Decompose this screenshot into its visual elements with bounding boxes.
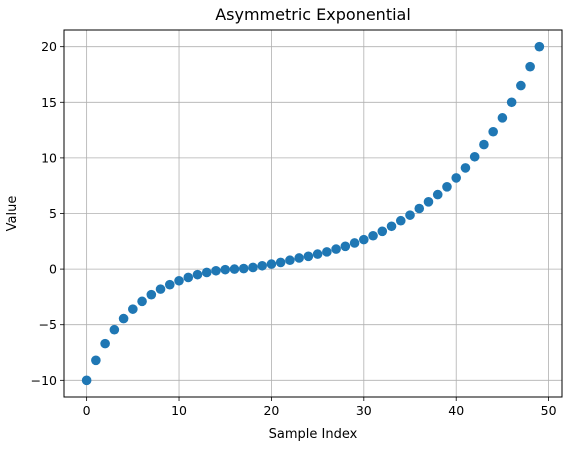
scatter-point xyxy=(275,257,286,268)
scatter-point xyxy=(312,249,323,259)
scatter-point xyxy=(359,234,369,245)
x-tick-label: 0 xyxy=(83,403,91,418)
y-tick-label: 0 xyxy=(49,262,57,277)
x-axis-label: Sample Index xyxy=(269,427,358,442)
scatter-point xyxy=(432,189,443,200)
scatter-point xyxy=(220,264,231,275)
scatter-point xyxy=(395,215,406,226)
scatter-point xyxy=(100,338,110,349)
scatter-point xyxy=(81,375,92,386)
data-points xyxy=(81,41,545,386)
scatter-point xyxy=(128,304,138,314)
scatter-point xyxy=(331,244,341,254)
scatter-point xyxy=(349,238,360,248)
x-tick-label: 40 xyxy=(448,403,464,418)
scatter-point xyxy=(322,247,332,257)
scatter-point xyxy=(368,230,378,241)
scatter-point xyxy=(340,241,351,252)
scatter-point xyxy=(201,267,212,278)
scatter-point xyxy=(497,113,508,123)
y-axis-label: Value xyxy=(5,196,20,232)
scatter-point xyxy=(174,275,184,286)
scatter-point xyxy=(377,226,388,237)
scatter-point xyxy=(386,221,397,232)
y-tick-label: 5 xyxy=(49,206,57,221)
y-tick-label: 15 xyxy=(41,95,57,110)
scatter-point xyxy=(405,210,415,220)
x-tick-label: 30 xyxy=(356,403,372,418)
scatter-point xyxy=(442,182,452,192)
scatter-point xyxy=(294,253,304,263)
scatter-point xyxy=(451,173,462,183)
scatter-point xyxy=(414,203,425,214)
scatter-point xyxy=(109,324,120,335)
scatter-point xyxy=(192,269,203,280)
scatter-point xyxy=(248,262,258,273)
scatter-point xyxy=(423,197,434,207)
scatter-point xyxy=(266,259,277,269)
scatter-point xyxy=(164,279,175,290)
x-tick-label: 50 xyxy=(541,403,557,418)
y-tick-label: −10 xyxy=(31,373,57,388)
scatter-point xyxy=(506,97,517,108)
scatter-point xyxy=(238,263,249,274)
y-tick-label: 20 xyxy=(41,39,57,54)
scatter-point xyxy=(118,313,129,324)
scatter-point xyxy=(257,260,267,271)
scatter-point xyxy=(516,80,526,91)
scatter-point xyxy=(229,264,240,274)
chart-title: Asymmetric Exponential xyxy=(215,5,411,24)
scatter-point xyxy=(183,272,194,283)
scatter-point xyxy=(460,163,471,173)
scatter-point xyxy=(146,289,157,300)
scatter-point xyxy=(525,61,535,72)
scatter-point xyxy=(91,355,101,366)
scatter-point xyxy=(479,139,489,150)
scatter-point xyxy=(534,41,545,52)
scatter-point xyxy=(137,296,147,307)
scatter-point xyxy=(285,255,295,266)
scatter-point xyxy=(303,251,314,262)
y-tick-label: −5 xyxy=(39,317,57,332)
scatter-point xyxy=(469,151,480,162)
scatter-point xyxy=(155,284,166,294)
y-tick-label: 10 xyxy=(41,150,57,165)
axis-ticks: 0 10 20 30 40 50 −10 −5 0 5 10 15 20 xyxy=(31,39,557,418)
scatter-point xyxy=(488,126,498,137)
x-tick-label: 20 xyxy=(263,403,279,418)
scatter-point xyxy=(211,265,221,276)
x-tick-label: 10 xyxy=(171,403,187,418)
